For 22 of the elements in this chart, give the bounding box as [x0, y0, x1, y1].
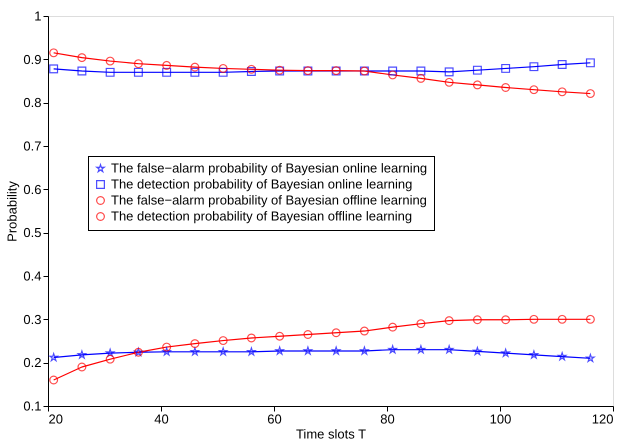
y-tick-label: 0.5: [23, 225, 42, 240]
y-tick-label: 0.4: [23, 268, 42, 284]
legend-label: The false−alarm probability of Bayesian offline learning: [111, 192, 427, 208]
legend-label: The detection probability of Bayesian offline learning: [111, 208, 412, 224]
legend-label: The false−alarm probability of Bayesian online learning: [111, 160, 428, 176]
x-tick-label: 80: [380, 412, 395, 426]
y-tick-label: 0.8: [23, 95, 42, 110]
y-axis-title: Probability: [4, 180, 20, 242]
x-tick-label: 120: [592, 412, 614, 426]
x-tick-label: 100: [490, 412, 512, 426]
x-tick-label: 60: [267, 412, 282, 426]
y-tick-label: 0.7: [23, 138, 42, 154]
y-tick-label: 0.2: [23, 355, 42, 370]
y-tick-label: 0.1: [23, 398, 42, 414]
x-axis-title: Time slots T: [296, 426, 366, 442]
y-tick-label: 0.6: [23, 182, 42, 197]
y-tick-label: 0.9: [23, 52, 42, 67]
legend-label: The detection probability of Bayesian online learning: [111, 176, 412, 192]
x-tick-label: 40: [154, 412, 169, 426]
x-tick-label: 20: [48, 412, 63, 426]
y-tick-label: 0.3: [23, 312, 42, 327]
y-tick-label: 1: [34, 8, 42, 24]
